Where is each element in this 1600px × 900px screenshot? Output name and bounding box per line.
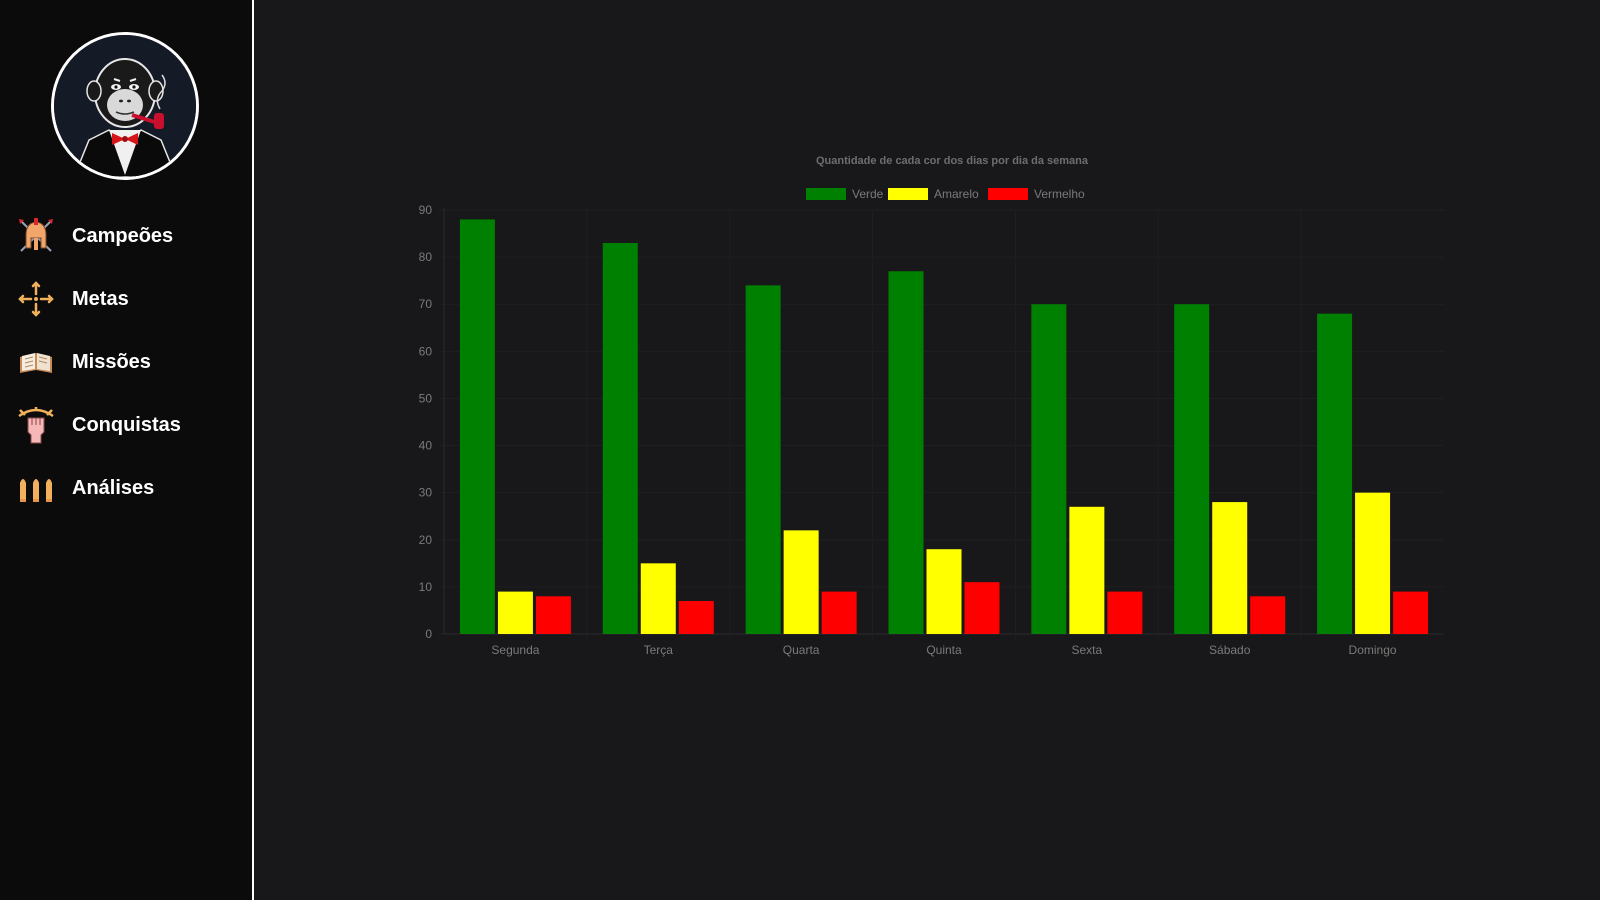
bar-quinta-amarelo [926,549,962,634]
nav-label-campeoes: Campeões [72,224,174,247]
bar-terça-verde [602,242,638,634]
bar-quarta-vermelho [821,591,857,634]
bar-terça-amarelo [640,563,676,634]
nav-label-analises: Análises [72,476,155,499]
nav-label-conquistas: Conquistas [72,413,181,436]
x-tick-label: Sexta [1072,643,1103,657]
y-tick-label: 90 [419,203,433,217]
bar-domingo-vermelho [1393,591,1429,634]
bar-domingo-verde [1317,313,1353,634]
bar-sexta-amarelo [1069,506,1105,634]
bar-segunda-verde [459,219,495,634]
raised-fist-icon [16,405,56,445]
y-tick-label: 60 [419,344,433,358]
open-book-icon [16,342,56,382]
avatar[interactable] [51,32,199,180]
y-tick-label: 0 [425,627,432,641]
bar-quarta-verde [745,285,781,634]
y-tick-label: 20 [419,533,433,547]
nav-item-metas[interactable]: Metas [16,277,241,321]
bar-quinta-vermelho [964,582,1000,634]
main-content: Quantidade de cada cor dos dias por dia … [254,0,1600,900]
legend-label-verde: Verde [852,187,884,201]
bar-quinta-verde [888,271,924,634]
x-tick-label: Domingo [1349,643,1397,657]
nav-item-missoes[interactable]: Missões [16,340,241,384]
sidebar: Campeões Metas Missões [0,0,254,900]
bar-chart: Quantidade de cada cor dos dias por dia … [419,155,1444,657]
bar-sexta-vermelho [1107,591,1143,634]
nav-item-analises[interactable]: Análises [16,466,241,510]
monkey-logo-icon [54,35,196,177]
bar-sexta-verde [1031,304,1067,634]
nav-item-conquistas[interactable]: Conquistas [16,403,241,447]
y-tick-label: 10 [419,580,433,594]
x-tick-label: Sábado [1209,643,1251,657]
y-tick-label: 40 [419,439,433,453]
bar-sábado-verde [1174,304,1210,634]
nav-label-metas: Metas [72,287,129,310]
bar-quarta-amarelo [783,530,819,634]
x-tick-label: Segunda [491,643,539,657]
crosshair-target-icon [16,279,56,319]
bar-terça-vermelho [678,601,714,634]
nav-label-missoes: Missões [72,350,151,373]
legend-swatch-amarelo [888,188,928,200]
y-tick-label: 50 [419,391,433,405]
spartan-helmet-icon [16,216,56,256]
legend-swatch-vermelho [988,188,1028,200]
bar-segunda-amarelo [497,591,533,634]
legend-swatch-verde [806,188,846,200]
y-tick-label: 80 [419,250,433,264]
x-tick-label: Quinta [926,643,962,657]
legend-label-amarelo: Amarelo [934,187,979,201]
x-tick-label: Terça [644,643,674,657]
bullets-icon [16,468,56,508]
y-tick-label: 70 [419,297,433,311]
nav-item-campeoes[interactable]: Campeões [16,214,241,258]
bar-sábado-amarelo [1212,502,1248,634]
bar-sábado-vermelho [1250,596,1286,634]
x-tick-label: Quarta [783,643,820,657]
chart-title: Quantidade de cada cor dos dias por dia … [816,155,1089,167]
legend-label-vermelho: Vermelho [1034,187,1085,201]
bar-segunda-vermelho [535,596,571,634]
bar-domingo-amarelo [1355,492,1391,634]
y-tick-label: 30 [419,486,433,500]
